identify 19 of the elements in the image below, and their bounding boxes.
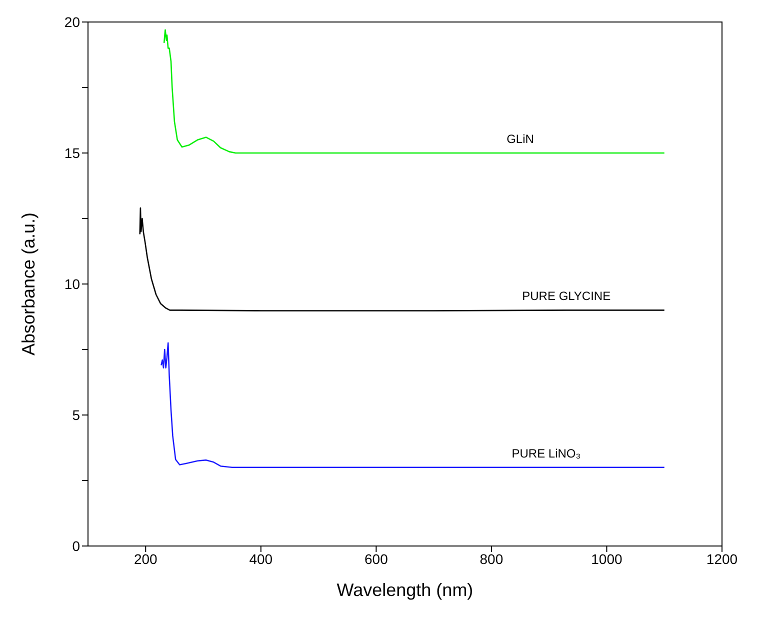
x-axis-title: Wavelength (nm)	[336, 580, 474, 600]
series-label: GLiN	[506, 132, 534, 146]
x-tick-label: 600	[364, 550, 388, 567]
x-tick-label: 200	[134, 550, 158, 567]
y-tick-label: 5	[72, 406, 80, 423]
y-tick-label: 10	[64, 276, 80, 292]
y-tick-label: 20	[64, 14, 80, 30]
line-series	[163, 29, 666, 154]
x-tick-label: 800	[480, 550, 504, 567]
y-axis-title: Absorbance (a.u.)	[18, 212, 38, 356]
series-label: PURE GLYCINE	[522, 289, 611, 304]
x-tick-label: 1200	[706, 550, 738, 567]
x-tick-label: 1000	[591, 550, 623, 567]
series-label: PURE LiNO₃	[512, 446, 581, 460]
line-series	[139, 207, 666, 312]
line-series	[160, 342, 666, 468]
x-tick-label: 400	[249, 550, 273, 567]
y-tick-label: 15	[64, 144, 80, 161]
y-tick-label: 0	[72, 538, 80, 554]
